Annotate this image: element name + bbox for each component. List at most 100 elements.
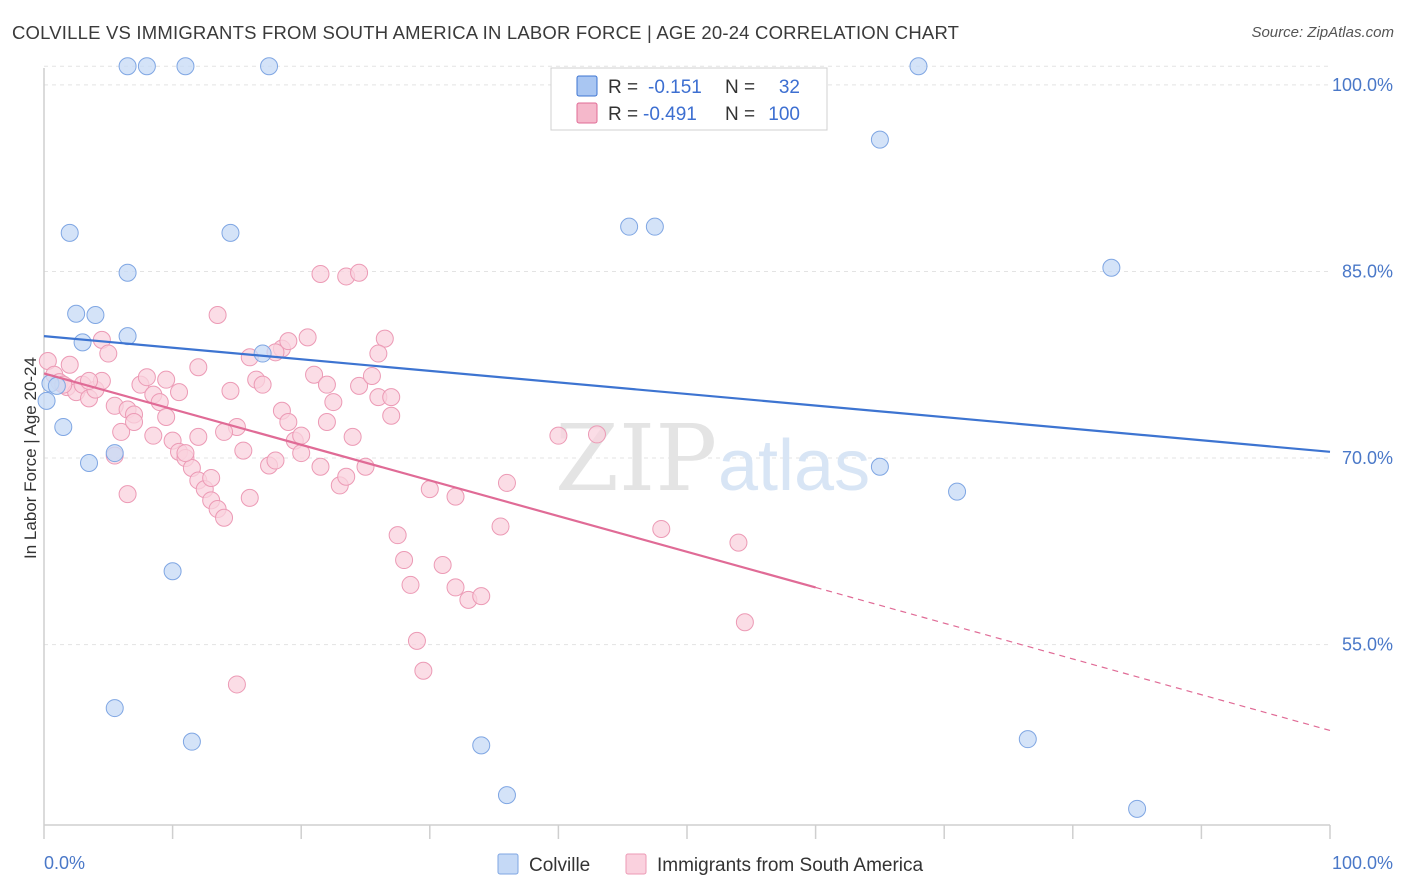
immigrants-point (497, 473, 516, 492)
colville-point (67, 304, 86, 323)
immigrants-point (735, 613, 754, 632)
watermark-zip: ZIP (555, 405, 717, 512)
immigrants-point (407, 631, 426, 650)
immigrants-point (362, 366, 381, 385)
immigrants-point (375, 329, 394, 348)
trend-line (43, 372, 816, 589)
x-tick-label: 0.0% (44, 853, 85, 873)
colville-point (870, 130, 889, 149)
legend-swatch-immigrants (576, 102, 598, 124)
chart-title: COLVILLE VS IMMIGRANTS FROM SOUTH AMERIC… (12, 22, 960, 43)
immigrants-point (137, 368, 156, 387)
immigrants-point (240, 488, 259, 507)
colville-point (37, 391, 56, 410)
y-tick-label: 85.0% (1342, 261, 1393, 281)
colville-point (253, 344, 272, 363)
immigrants-point (311, 457, 330, 476)
bottom-legend-swatch-immigrants (625, 853, 647, 875)
colville-point (105, 444, 124, 463)
colville-point (1128, 799, 1147, 818)
immigrants-point (99, 344, 118, 363)
immigrants-point (227, 675, 246, 694)
immigrants-point (144, 426, 163, 445)
legend-r-label: R = (608, 77, 638, 98)
immigrants-point (170, 383, 189, 402)
immigrants-point (433, 556, 452, 575)
immigrants-point (202, 468, 221, 487)
colville-point (176, 57, 195, 76)
immigrants-point (587, 425, 606, 444)
immigrants-point (324, 393, 343, 412)
trend-line-extension (815, 586, 1331, 732)
immigrants-point (189, 427, 208, 446)
immigrants-point (369, 344, 388, 363)
immigrants-point (157, 408, 176, 426)
legend-r-value: -0.491 (643, 104, 697, 125)
y-tick-label: 70.0% (1342, 448, 1393, 468)
colville-point (73, 333, 92, 352)
legend-box: R = -0.151 N = 32 R = -0.491 N = 100 (550, 67, 828, 131)
immigrants-point (118, 485, 137, 504)
immigrants-point (279, 412, 298, 431)
colville-point (472, 736, 491, 755)
immigrants-point (279, 332, 298, 351)
colville-point (137, 57, 156, 76)
colville-point (260, 57, 279, 76)
legend-n-label: N = (725, 77, 755, 98)
legend-n-label: N = (725, 104, 755, 125)
immigrants-point (234, 441, 253, 460)
immigrants-point (157, 370, 176, 389)
immigrants-point (253, 375, 272, 394)
colville-point (909, 57, 928, 76)
immigrants-point (112, 422, 131, 441)
immigrants-point (472, 587, 491, 606)
immigrants-point (337, 467, 356, 486)
immigrants-point (317, 375, 336, 394)
legend-r-value: -0.151 (648, 77, 702, 98)
immigrants-point (446, 487, 465, 506)
legend-n-value: 32 (779, 77, 800, 98)
colville-point (870, 457, 889, 476)
immigrants-point (215, 508, 234, 527)
y-tick-label: 55.0% (1342, 635, 1393, 655)
colville-point (118, 57, 137, 76)
colville-points (37, 57, 1147, 818)
bottom-legend-swatch-colville (497, 853, 519, 875)
colville-point (47, 376, 66, 395)
watermark-atlas: atlas (718, 426, 870, 506)
colville-point (182, 732, 201, 751)
immigrants-point (125, 412, 144, 431)
colville-point (86, 306, 105, 324)
immigrants-point (350, 263, 369, 282)
bottom-legend-immigrants: Immigrants from South America (657, 855, 924, 876)
immigrants-point (176, 444, 195, 463)
immigrants-point (221, 381, 240, 400)
colville-point (221, 223, 240, 242)
legend-r-label: R = (608, 104, 638, 125)
immigrants-points (38, 263, 754, 694)
immigrants-point (652, 519, 671, 538)
y-tick-labels: 55.0% 70.0% 85.0% 100.0% (1332, 75, 1393, 655)
bottom-legend-colville: Colville (529, 855, 590, 876)
source-label: Source: ZipAtlas.com (1251, 24, 1394, 41)
immigrants-point (208, 306, 227, 324)
immigrants-point (60, 355, 79, 374)
axes (43, 68, 1331, 839)
legend-swatch-colville (576, 75, 598, 97)
trend-line (43, 335, 1331, 453)
immigrants-point (388, 526, 407, 545)
immigrants-point (491, 517, 510, 536)
immigrants-point (382, 388, 401, 407)
x-tick-labels: 0.0% 100.0% (44, 853, 1393, 873)
immigrants-point (401, 575, 420, 594)
colville-point (497, 786, 516, 805)
colville-point (118, 263, 137, 282)
colville-point (1018, 730, 1037, 749)
colville-point (105, 699, 124, 718)
immigrants-point (292, 426, 311, 445)
immigrants-point (343, 427, 362, 446)
immigrants-point (729, 533, 748, 552)
colville-point (645, 217, 664, 236)
gridlines (44, 65, 1330, 646)
